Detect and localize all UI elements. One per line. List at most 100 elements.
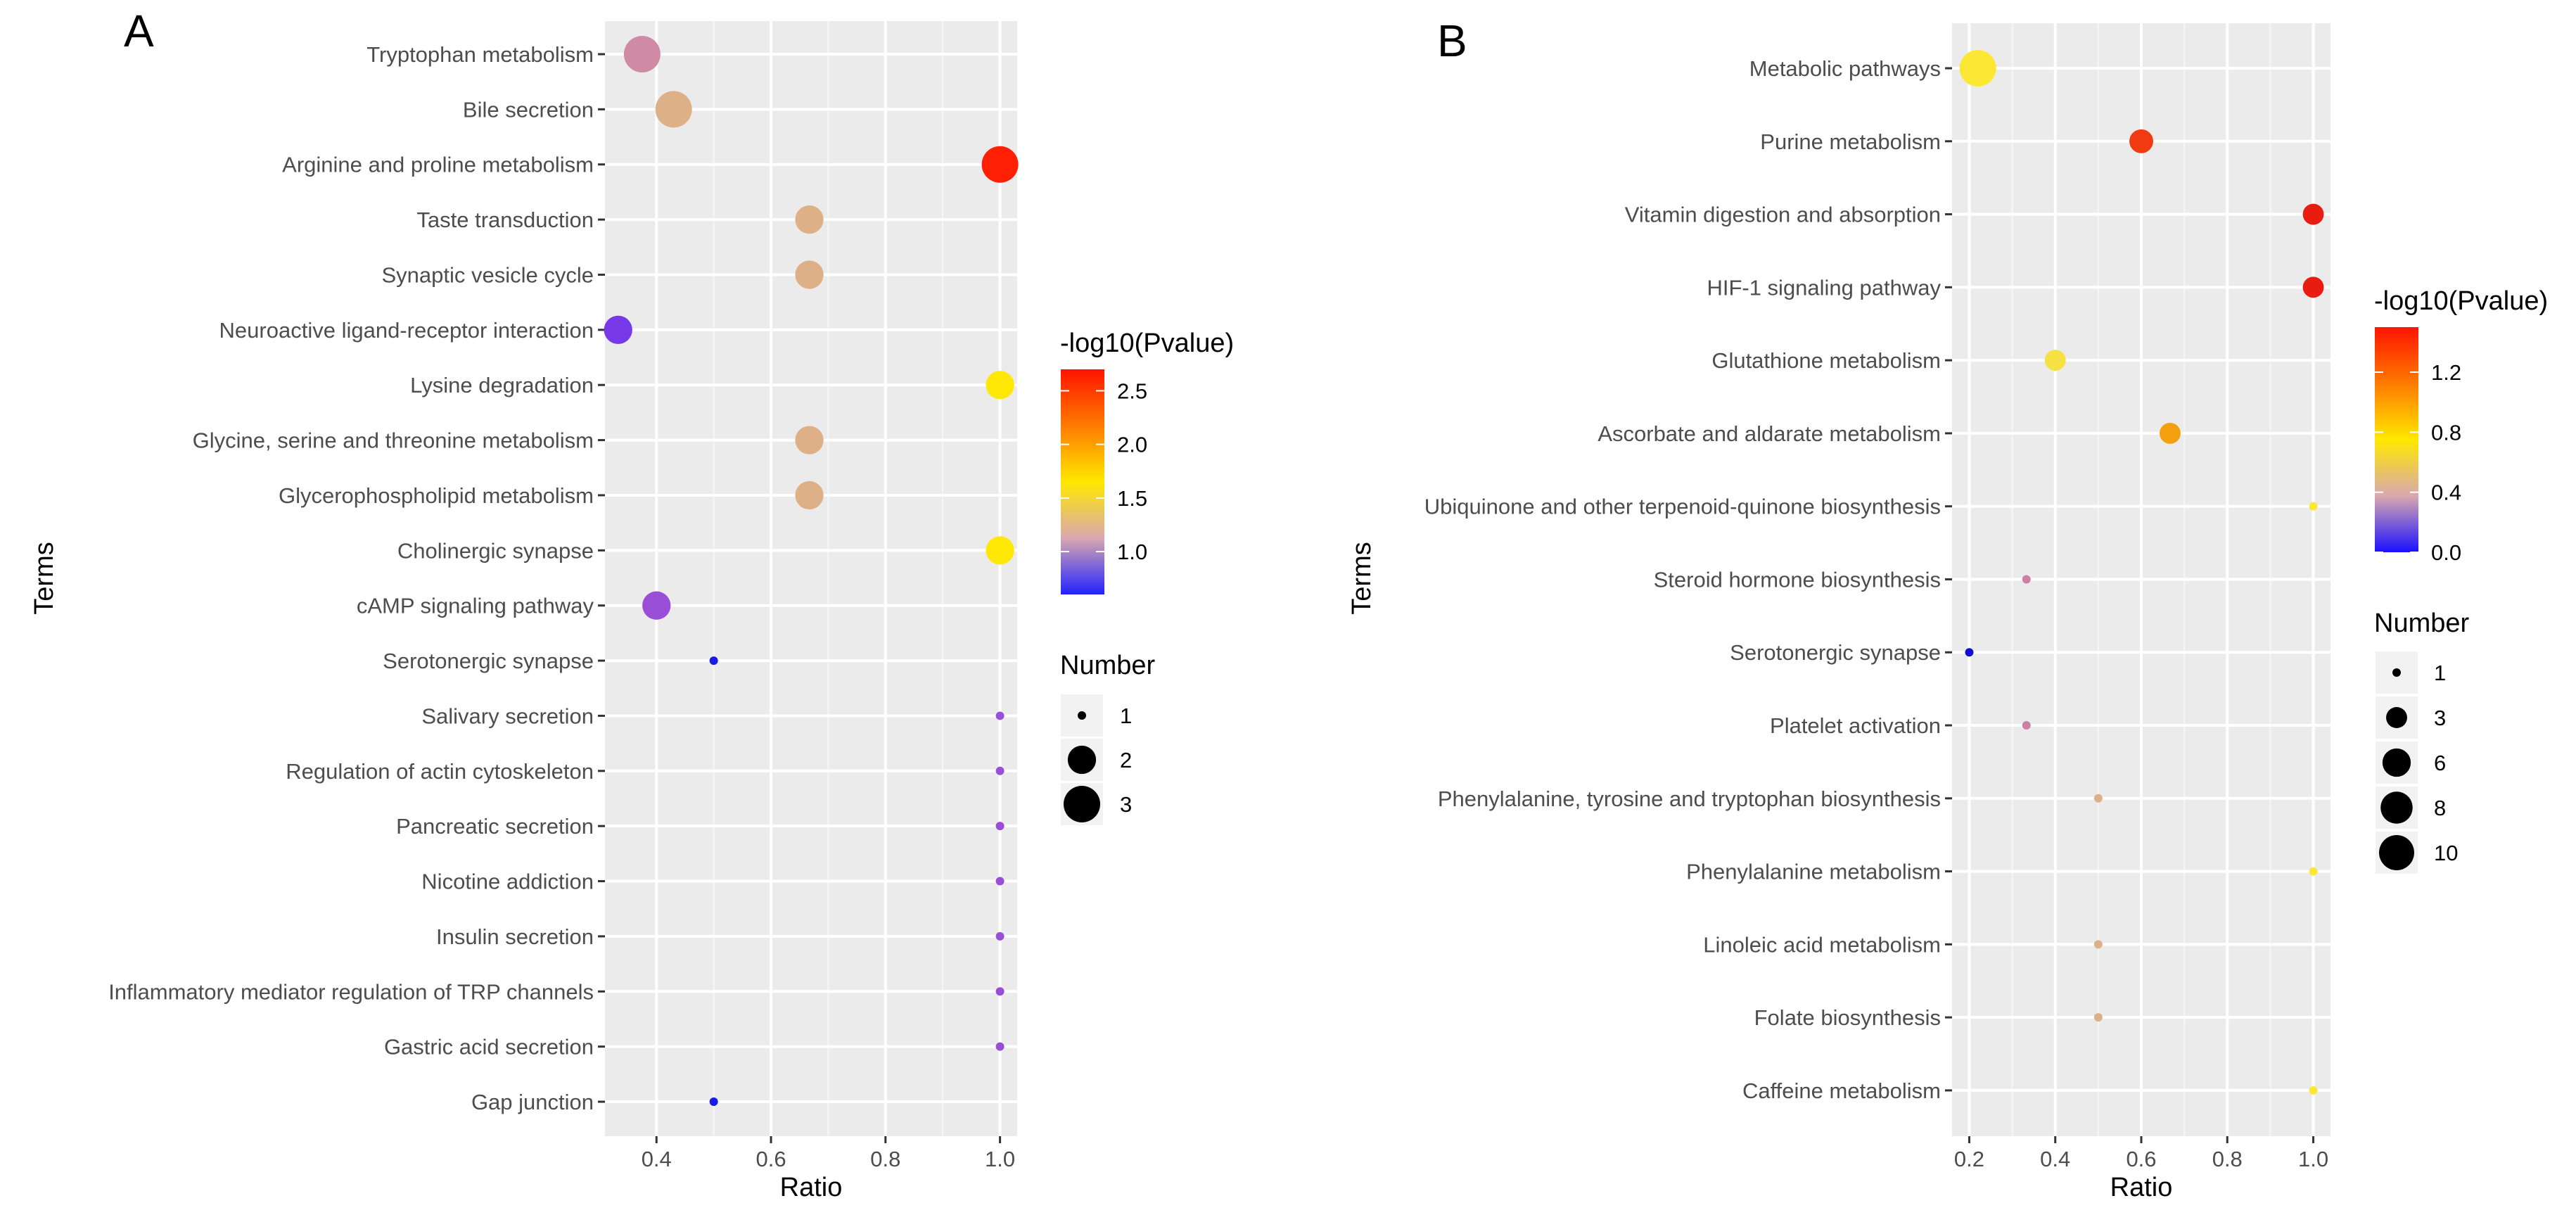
panel-a-y-axis: Tryptophan metabolism Bile secretion Argin… (108, 42, 605, 1114)
y-tick-label: Folate biosynthesis (1754, 1005, 1941, 1030)
data-point (2022, 721, 2031, 730)
panel-a-label: A (124, 6, 154, 56)
panel-a-y-axis-title: Terms (30, 542, 59, 614)
x-tick-label: 1.0 (985, 1147, 1015, 1171)
size-legend-key (2386, 707, 2407, 728)
size-legend-label: 3 (2434, 706, 2446, 730)
panel-a-x-axis-title: Ratio (780, 1173, 843, 1202)
colorbar-tick-label: 2.0 (1117, 433, 1147, 457)
panel-b-y-axis: Metabolic pathways Purine metabolism Vitam… (1424, 56, 1952, 1103)
data-point (642, 591, 671, 620)
x-tick-label: 0.4 (642, 1147, 672, 1171)
y-tick-label: Vitamin digestion and absorption (1625, 203, 1941, 227)
panel-a-gridlines (605, 21, 1017, 1136)
data-point (995, 822, 1005, 831)
colorbar-tick-label: 0.8 (2431, 420, 2461, 445)
data-point (2129, 129, 2153, 153)
colorbar-tick-label: 0.0 (2431, 540, 2461, 565)
x-tick-label: 0.6 (2126, 1147, 2156, 1171)
y-tick-label: HIF-1 signaling pathway (1707, 275, 1941, 300)
size-legend-key (1067, 745, 1097, 775)
y-tick-label: Salivary secretion (421, 704, 594, 728)
panel-a-plot-background (605, 21, 1017, 1136)
panel-a-points (604, 36, 1019, 1107)
panel-b-x-axis: 0.2 0.4 0.6 0.8 1.0 (1954, 1136, 2328, 1171)
data-point (2309, 1086, 2318, 1095)
panel-b-size-legend: Number 1 3 6 8 10 (2374, 609, 2469, 874)
y-tick-label: Arginine and proline metabolism (282, 153, 594, 177)
y-tick-label: Phenylalanine, tyrosine and tryptophan b… (1438, 787, 1941, 811)
data-point (2093, 1013, 2103, 1022)
data-point (655, 91, 692, 128)
panel-b: B Metabolic pathways Purine metabolism Vit… (1347, 15, 2548, 1202)
y-tick-label: Phenylalanine metabolism (1686, 860, 1941, 884)
data-point (604, 315, 632, 344)
size-legend-label: 6 (2434, 751, 2446, 775)
data-point (995, 711, 1005, 720)
panel-b-gridlines (1952, 23, 2330, 1136)
size-legend-label: 8 (2434, 796, 2446, 820)
data-point (795, 480, 824, 510)
size-legend-key (2380, 791, 2413, 824)
size-legend-label: 1 (2434, 661, 2446, 685)
x-tick-label: 0.6 (755, 1147, 786, 1171)
panel-b-color-legend: -log10(Pvalue) 0.0 0.4 0.8 1.2 (2374, 286, 2548, 565)
y-tick-label: Caffeine metabolism (1742, 1078, 1941, 1103)
x-tick-label: 0.8 (870, 1147, 900, 1171)
size-legend-key (1078, 711, 1086, 720)
y-tick-label: Ascorbate and aldarate metabolism (1598, 421, 1941, 446)
y-tick-label: Serotonergic synapse (383, 649, 594, 673)
size-legend-label: 3 (1120, 792, 1132, 817)
y-tick-label: Glycine, serine and threonine metabolism (193, 428, 594, 453)
data-point (995, 877, 1005, 886)
data-point (986, 536, 1014, 565)
data-point (995, 766, 1005, 775)
colorbar-tick-label: 1.5 (1117, 486, 1147, 511)
x-tick-label: 0.2 (1954, 1147, 1984, 1171)
data-point (995, 987, 1005, 996)
y-tick-label: Glutathione metabolism (1711, 348, 1941, 373)
x-tick-label: 0.4 (2040, 1147, 2070, 1171)
data-point (623, 36, 661, 72)
y-tick-label: Neuroactive ligand-receptor interaction (219, 318, 594, 343)
panel-b-color-legend-title: -log10(Pvalue) (2374, 286, 2548, 316)
panel-b-colorbar-ticks: 0.0 0.4 0.8 1.2 (2375, 360, 2461, 565)
data-point (2093, 940, 2103, 949)
data-point (995, 931, 1005, 941)
y-tick-label: Insulin secretion (436, 924, 594, 949)
y-tick-label: Gastric acid secretion (384, 1035, 594, 1059)
y-tick-label: Purine metabolism (1760, 129, 1941, 154)
y-tick-label: Tryptophan metabolism (366, 42, 594, 67)
y-tick-label: Glycerophospholipid metabolism (279, 483, 594, 508)
colorbar-tick-label: 1.0 (1117, 540, 1147, 564)
x-tick-label: 0.8 (2212, 1147, 2243, 1171)
data-point (995, 1042, 1005, 1051)
y-tick-label: Steroid hormone biosynthesis (1654, 567, 1941, 592)
y-tick-label: Platelet activation (1770, 713, 1941, 738)
data-point (709, 656, 718, 666)
panel-a: A Tryptophan metabolism Bile secretion Arg… (30, 6, 1234, 1202)
size-legend-key (2379, 835, 2414, 870)
colorbar-tick-label: 2.5 (1117, 378, 1147, 403)
data-point (795, 260, 824, 289)
y-tick-label: Nicotine addiction (421, 870, 594, 894)
size-legend-key (2382, 748, 2411, 777)
y-tick-label: Serotonergic synapse (1730, 640, 1941, 665)
colorbar-tick-label: 1.2 (2431, 360, 2461, 385)
y-tick-label: Inflammatory mediator regulation of TRP … (108, 979, 594, 1004)
panel-a-colorbar (1061, 369, 1104, 594)
y-tick-label: cAMP signaling pathway (357, 594, 594, 618)
x-tick-label: 1.0 (2298, 1147, 2328, 1171)
size-legend-key (2392, 668, 2401, 677)
y-tick-label: Regulation of actin cytoskeleton (286, 759, 594, 784)
data-point (2044, 350, 2066, 371)
panel-b-size-legend-keys: 1 3 6 8 10 (2376, 651, 2458, 874)
data-point (2160, 422, 2181, 444)
panel-b-points (1959, 50, 2324, 1095)
y-tick-label: Cholinergic synapse (397, 538, 594, 563)
data-point (981, 146, 1019, 183)
panel-a-size-legend-title: Number (1060, 651, 1155, 680)
y-tick-label: Pancreatic secretion (396, 814, 594, 839)
colorbar-tick-label: 0.4 (2431, 480, 2461, 505)
